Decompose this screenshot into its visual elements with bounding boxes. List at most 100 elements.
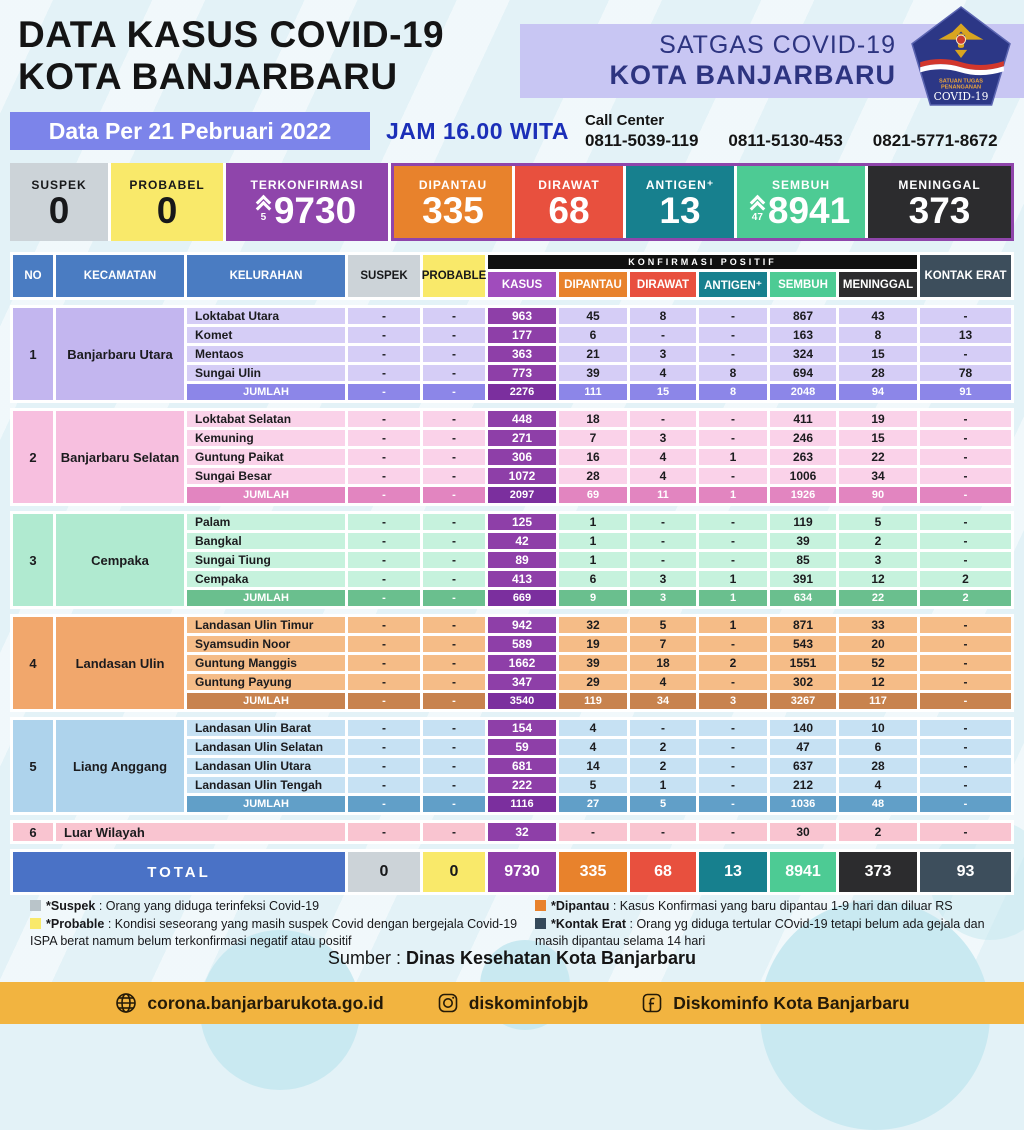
value-cell: 34 <box>839 468 917 484</box>
kelurahan-cell: Landasan Ulin Timur <box>187 617 345 633</box>
kasus-cell: 963 <box>488 308 556 324</box>
value-cell: - <box>348 720 420 736</box>
value-cell: - <box>348 327 420 343</box>
jumlah-kasus-cell: 669 <box>488 590 556 606</box>
card-value-row: 335 <box>422 192 484 229</box>
value-cell: 13 <box>920 327 1011 343</box>
logo-text-1: SATUAN TUGAS <box>939 79 983 85</box>
website-link: corona.banjarbarukota.go.id <box>114 991 384 1015</box>
value-cell: - <box>423 777 485 793</box>
instagram-label: diskominfobjb <box>468 992 589 1013</box>
kecamatan-cell: Banjarbaru Utara <box>56 308 184 400</box>
card-value: 9730 <box>273 189 357 231</box>
value-cell: - <box>348 636 420 652</box>
value-cell: 39 <box>559 365 627 381</box>
summary-card-dirawat: DIRAWAT 68 <box>515 166 623 238</box>
value-cell: - <box>920 449 1011 465</box>
value-cell: 39 <box>559 655 627 671</box>
value-cell: 1 <box>559 533 627 549</box>
kecamatan-cell: Cempaka <box>56 514 184 606</box>
value-cell: - <box>920 739 1011 755</box>
value-cell: - <box>920 655 1011 671</box>
value-cell: - <box>699 430 767 446</box>
increase-arrow-icon: 5 <box>255 194 272 223</box>
summary-card-terkonfirmasi: TERKONFIRMASI 5 9730 <box>226 163 388 241</box>
value-cell: - <box>699 777 767 793</box>
value-cell: - <box>699 758 767 774</box>
value-cell: 85 <box>770 552 836 568</box>
value-cell: - <box>630 514 696 530</box>
value-cell: 2 <box>630 739 696 755</box>
legend-swatch <box>30 917 41 929</box>
kecamatan-cell: Landasan Ulin <box>56 617 184 709</box>
value-cell: - <box>920 514 1011 530</box>
facebook-label: Diskominfo Kota Banjarbaru <box>673 992 910 1013</box>
value-cell: 28 <box>839 365 917 381</box>
value-cell: 14 <box>559 758 627 774</box>
value-cell: 29 <box>559 674 627 690</box>
value-cell: 8 <box>630 308 696 324</box>
value-cell: 1 <box>559 514 627 530</box>
card-value-row: 373 <box>909 192 971 229</box>
value-cell: 39 <box>770 533 836 549</box>
kasus-cell: 306 <box>488 449 556 465</box>
call-center-numbers: 0811-5039-119 0811-5130-453 0821-5771-8672 <box>585 131 1014 151</box>
value-cell: 2 <box>630 758 696 774</box>
jumlah-value-cell: 9 <box>559 590 627 606</box>
value-cell: 391 <box>770 571 836 587</box>
legend-term: *Suspek <box>46 899 96 913</box>
jumlah-label: JUMLAH <box>187 693 345 709</box>
value-cell: 1 <box>699 449 767 465</box>
value-cell: 47 <box>770 739 836 755</box>
kelurahan-cell: Landasan Ulin Tengah <box>187 777 345 793</box>
jumlah-value-cell: 2048 <box>770 384 836 400</box>
jumlah-value-cell: 27 <box>559 796 627 812</box>
column-header-no: NO <box>13 255 53 297</box>
value-cell: - <box>559 823 627 841</box>
value-cell: 18 <box>559 411 627 427</box>
card-value-row: 68 <box>548 192 589 229</box>
value-cell: 4 <box>630 674 696 690</box>
value-cell: 4 <box>630 468 696 484</box>
value-cell: 10 <box>839 720 917 736</box>
no-cell: 3 <box>13 514 53 606</box>
kelurahan-cell: Loktabat Utara <box>187 308 345 324</box>
card-value-row: 0 <box>157 192 178 229</box>
kelurahan-cell: Loktabat Selatan <box>187 411 345 427</box>
value-cell: - <box>348 346 420 362</box>
value-cell: 18 <box>630 655 696 671</box>
value-cell: 1551 <box>770 655 836 671</box>
column-header-meninggal: MENINGGAL <box>839 272 917 297</box>
summary-card-antigen: ANTIGEN⁺ 13 <box>626 166 734 238</box>
total-value-cell: 373 <box>839 852 917 892</box>
kasus-cell: 89 <box>488 552 556 568</box>
value-cell: - <box>348 514 420 530</box>
value-cell: - <box>699 720 767 736</box>
jumlah-value-cell: 5 <box>630 796 696 812</box>
kasus-cell: 347 <box>488 674 556 690</box>
call-center-number: 0821-5771-8672 <box>872 131 998 150</box>
kelurahan-cell: Bangkal <box>187 533 345 549</box>
kelurahan-cell: Cempaka <box>187 571 345 587</box>
jumlah-value-cell: 119 <box>559 693 627 709</box>
value-cell: - <box>920 674 1011 690</box>
value-cell: - <box>920 823 1011 841</box>
jumlah-value-cell: 22 <box>839 590 917 606</box>
value-cell: 3 <box>630 430 696 446</box>
value-cell: 21 <box>559 346 627 362</box>
value-cell: - <box>423 739 485 755</box>
value-cell: - <box>423 571 485 587</box>
value-cell: 15 <box>839 346 917 362</box>
instagram-icon <box>438 993 458 1013</box>
value-cell: - <box>423 449 485 465</box>
kasus-cell: 681 <box>488 758 556 774</box>
value-cell: - <box>348 655 420 671</box>
value-cell: 52 <box>839 655 917 671</box>
summary-card-probabel: PROBABEL 0 <box>111 163 223 241</box>
jumlah-value-cell: 1 <box>699 487 767 503</box>
value-cell: 8 <box>699 365 767 381</box>
jumlah-value-cell: - <box>348 693 420 709</box>
jumlah-label: JUMLAH <box>187 796 345 812</box>
value-cell: - <box>630 552 696 568</box>
website-label: corona.banjarbarukota.go.id <box>147 992 384 1013</box>
